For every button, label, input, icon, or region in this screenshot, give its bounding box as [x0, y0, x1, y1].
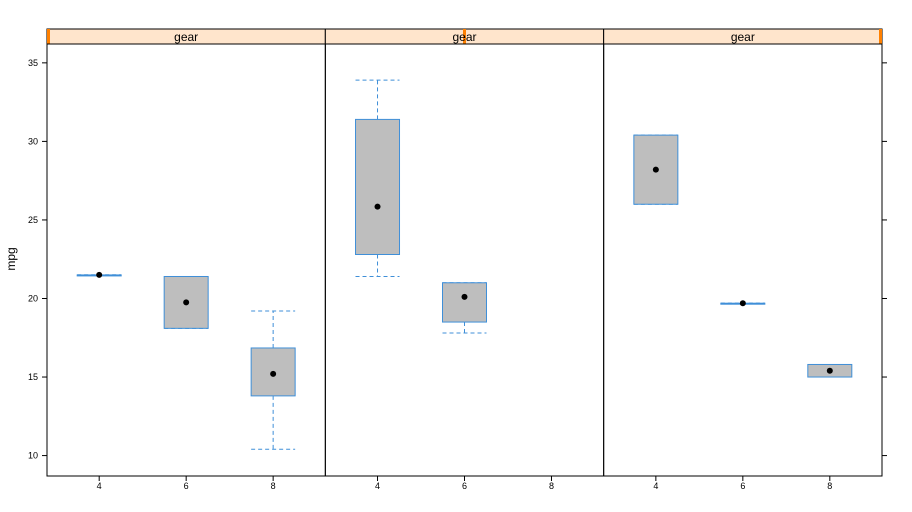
median-dot [183, 299, 190, 306]
panel: 4 6 8 [603, 43, 883, 491]
y-tick-label: 35 [28, 58, 38, 68]
x-tick-label: 6 [462, 481, 467, 491]
x-tick-label: 8 [271, 481, 276, 491]
median-dot [826, 367, 833, 374]
y-tick-label: 15 [28, 372, 38, 382]
strip-label: gear [731, 30, 755, 44]
median-dot [739, 300, 746, 307]
x-tick-label: 6 [740, 481, 745, 491]
y-tick-label: 30 [28, 136, 38, 146]
panel: 4 6 8 [324, 43, 605, 491]
median-dot [652, 166, 659, 173]
x-tick-label: 4 [653, 481, 658, 491]
box-6 [442, 282, 487, 334]
strip-layer: gear gear gear [46, 28, 883, 45]
y-axis: 10 15 20 25 30 35 [28, 58, 887, 461]
x-tick-label: 8 [549, 481, 554, 491]
strip-level-marker [463, 29, 466, 44]
median-dot [270, 370, 277, 377]
box-6 [163, 275, 209, 329]
strip-level-marker [47, 29, 50, 44]
box-body [355, 118, 401, 256]
strip-level-marker [879, 29, 882, 44]
strip-label: gear [452, 30, 476, 44]
panel-layer: 4 6 8 4 6 8 4 6 8 [46, 43, 883, 491]
median-dot [96, 271, 103, 278]
x-tick-label: 6 [184, 481, 189, 491]
median-dot [374, 203, 381, 210]
panel: 4 6 8 [46, 43, 326, 491]
panel-frame [603, 43, 883, 477]
box-8 [807, 363, 853, 378]
x-tick-label: 8 [827, 481, 832, 491]
box-4 [355, 79, 401, 277]
box-4 [633, 134, 679, 205]
strip-label: gear [174, 30, 198, 44]
box-8 [250, 310, 296, 450]
y-axis-title: mpg [4, 247, 18, 270]
box-4 [76, 271, 122, 278]
x-tick-label: 4 [375, 481, 380, 491]
box-6 [720, 300, 766, 307]
box-body [442, 282, 487, 323]
y-tick-label: 20 [28, 293, 38, 303]
panel-frame [46, 43, 326, 477]
y-tick-label: 10 [28, 451, 38, 461]
median-dot [461, 293, 468, 300]
y-tick-label: 25 [28, 215, 38, 225]
x-tick-label: 4 [97, 481, 102, 491]
panel-frame [324, 43, 605, 477]
